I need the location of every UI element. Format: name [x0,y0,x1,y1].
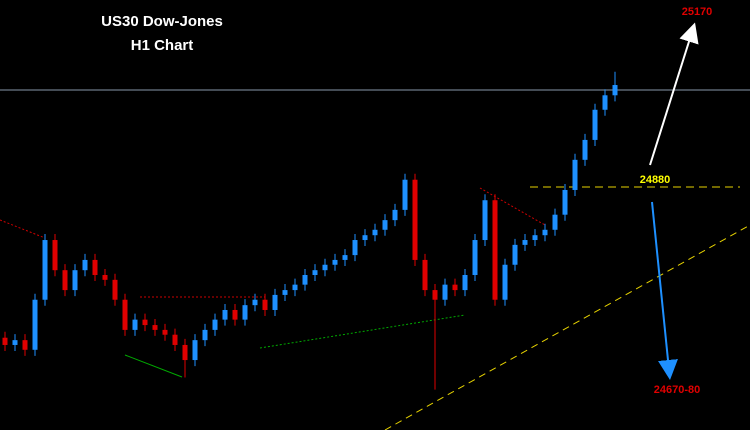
candle-body [122,299,128,330]
candle-body [222,309,228,320]
candle-body [52,240,58,271]
candle-body [442,284,448,300]
candle-body [462,275,468,291]
candle-body [542,229,548,236]
candle-body [12,340,18,345]
candle-body [242,305,248,320]
candle-body [392,209,398,221]
chart-title: US30 Dow-Jones [101,13,223,30]
candle-body [582,139,588,160]
arrow-down [651,201,678,380]
candle-body [152,325,158,330]
level-label: 25170 [682,6,713,18]
candle-body [62,270,68,291]
candle-body [552,214,558,230]
candle-body [512,244,518,265]
candle-body [372,229,378,236]
candle-body [282,290,288,295]
candle-body [182,344,188,361]
chart-subtitle: H1 Chart [131,37,194,54]
candle-body [602,95,608,110]
candle-body [482,200,488,241]
candle-body [342,255,348,260]
candle-body [72,270,78,291]
candle-body [522,240,528,245]
candle-body [362,235,368,241]
target-label: 24670-80 [654,384,701,396]
candle-body [172,334,178,345]
candle-body [202,329,208,341]
candle-body [492,200,498,300]
candle-body [22,340,28,350]
arrow-up [649,22,699,166]
candle-body [532,235,538,241]
candle-body [572,159,578,190]
pattern-line [124,354,183,378]
candle-body [252,299,258,306]
candle-body [2,337,8,345]
candle-body [472,240,478,276]
candle-body [32,299,38,350]
candle-body [562,189,568,215]
pattern-line [479,187,546,226]
candle-body [192,340,198,361]
candle-body [452,284,458,291]
trend-line [384,224,750,430]
candle-body [142,319,148,326]
candle-body [402,179,408,210]
pattern-line [259,314,466,349]
candle-body [272,294,278,310]
candle-body [592,109,598,140]
candle-body [92,259,98,276]
candle-body [212,319,218,330]
candle-body [322,264,328,271]
candle-body [162,329,168,335]
candle-body [292,284,298,291]
candle-body [42,240,48,300]
candle-body [312,270,318,276]
candle-body [332,259,338,265]
candle-body [412,179,418,260]
level-label: 24880 [640,174,671,186]
pattern-line [0,219,46,239]
candle-body [432,290,438,300]
candle-body [382,220,388,230]
candle-body [302,275,308,285]
candle-body [352,240,358,256]
candle-body [422,259,428,291]
candle-body [502,264,508,300]
candle-body [102,275,108,280]
candle-body [132,319,138,330]
candle-body [232,309,238,320]
candle-body [612,85,618,96]
candle-body [82,259,88,271]
candle-body [112,279,118,300]
candle-body [262,299,268,310]
